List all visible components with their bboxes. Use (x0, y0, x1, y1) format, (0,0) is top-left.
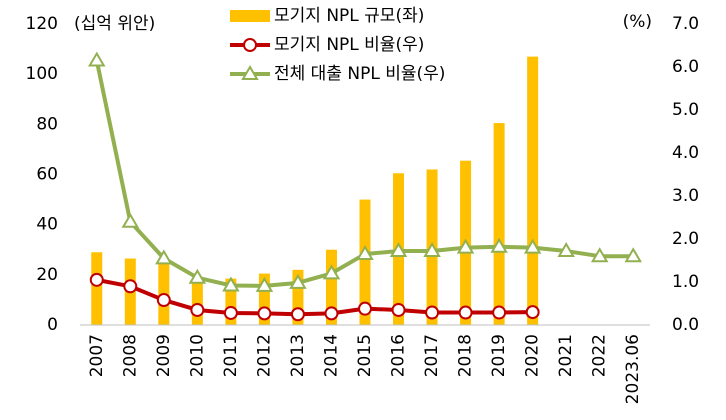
x-tick-label: 2007 (87, 334, 107, 377)
marker (289, 273, 307, 289)
x-tick-label: 2016 (389, 334, 409, 377)
marker (358, 301, 372, 316)
bar (527, 56, 539, 325)
y-tick-label: 20 (36, 265, 58, 285)
marker (156, 293, 171, 308)
y2-tick-label: 1.0 (672, 272, 699, 292)
x-tick-label: 2021 (556, 334, 576, 377)
y2-tick-label: 6.0 (672, 57, 699, 77)
marker (257, 306, 272, 321)
x-tick-label: 2023.06 (623, 334, 643, 404)
y-tick-label: 120 (26, 14, 58, 34)
marker (458, 305, 473, 320)
marker (155, 249, 173, 265)
x-tick-label: 2010 (187, 334, 207, 377)
marker (222, 276, 240, 292)
y2-tick-label: 3.0 (672, 186, 699, 206)
marker (425, 305, 440, 320)
marker (389, 242, 408, 258)
y2-tick-label: 5.0 (672, 100, 699, 120)
marker (423, 242, 441, 258)
marker (624, 247, 642, 263)
marker (188, 268, 207, 284)
y-tick-label: 80 (36, 114, 58, 134)
x-tick-label: 2014 (321, 334, 341, 377)
marker (123, 279, 138, 294)
bar (359, 199, 371, 325)
marker (391, 302, 406, 317)
x-tick-label: 2017 (422, 334, 442, 377)
x-tick-label: 2013 (288, 334, 308, 377)
legend-marker (241, 65, 259, 80)
bar (225, 278, 237, 325)
marker (456, 238, 475, 254)
y2-tick-label: 4.0 (672, 143, 699, 163)
x-tick-label: 2011 (221, 334, 241, 377)
bar (493, 123, 505, 326)
marker (290, 307, 305, 322)
marker (322, 264, 341, 280)
legend-label: 모기지 NPL 비율(우) (274, 35, 424, 55)
bar (158, 261, 170, 325)
legend-label: 모기지 NPL 규모(좌) (274, 6, 424, 26)
marker (525, 305, 540, 320)
y2-axis-unit: (%) (623, 12, 652, 32)
y2-tick-label: 2.0 (672, 229, 699, 249)
x-tick-label: 2009 (154, 334, 174, 377)
marker (89, 272, 104, 287)
bar (325, 249, 337, 325)
marker (190, 302, 205, 317)
marker (356, 245, 374, 261)
marker (492, 305, 507, 320)
y-axis-unit: (십억 위안) (74, 14, 155, 34)
x-tick-label: 2019 (489, 334, 509, 377)
bar (292, 269, 304, 325)
y2-tick-label: 7.0 (672, 14, 699, 34)
y-tick-label: 40 (36, 215, 58, 235)
legend-marker (243, 38, 257, 52)
marker (88, 51, 106, 67)
legend-label: 전체 대출 NPL 비율(우) (274, 64, 445, 84)
y-tick-label: 0 (47, 315, 58, 335)
y-tick-label: 60 (36, 165, 58, 185)
marker (590, 247, 609, 263)
marker (490, 237, 508, 253)
y-tick-label: 100 (26, 64, 58, 84)
x-tick-label: 2022 (590, 334, 610, 377)
x-tick-label: 2020 (523, 334, 543, 377)
x-tick-label: 2015 (355, 334, 375, 377)
marker (523, 238, 542, 254)
x-tick-label: 2018 (456, 334, 476, 377)
bar (258, 273, 270, 325)
marker (255, 276, 274, 292)
marker (223, 305, 238, 320)
y2-tick-label: 0.0 (672, 315, 699, 335)
x-tick-label: 2008 (120, 334, 140, 377)
bar (91, 252, 103, 325)
marker (557, 242, 575, 258)
legend-swatch (230, 10, 270, 22)
x-tick-label: 2012 (254, 334, 274, 377)
marker (324, 306, 339, 321)
marker (121, 212, 140, 228)
